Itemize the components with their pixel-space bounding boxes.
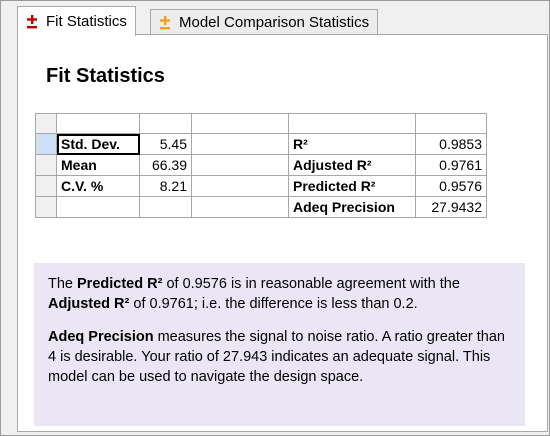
page-title: Fit Statistics [46,65,165,87]
stat-value-std-dev[interactable]: 5.45 [139,133,192,155]
table-row: C.V. % 8.21 Predicted R² 0.9576 [35,175,487,197]
stat-label-adjusted-r-squared[interactable]: Adjusted R² [288,154,416,176]
corner-cell[interactable] [35,113,57,134]
row-header[interactable] [35,175,57,197]
stat-value-predicted-r-squared[interactable]: 0.9576 [415,175,487,197]
stat-label-predicted-r-squared[interactable]: Predicted R² [288,175,416,197]
tab-model-comparison-statistics[interactable]: Model Comparison Statistics [150,9,379,35]
empty-cell[interactable] [191,175,289,197]
note-text: of 0.9576 is in reasonable agreement wit… [162,276,460,292]
note-text: The [48,276,78,292]
column-header[interactable] [288,113,416,134]
interpretation-note: The Predicted R² of 0.9576 is in reasona… [34,263,525,426]
empty-cell[interactable] [191,133,289,155]
fit-statistics-table[interactable]: Std. Dev. 5.45 R² 0.9853 Mean 66.39 Adju… [35,113,487,218]
row-header[interactable] [35,196,57,218]
stat-value-mean[interactable]: 66.39 [139,154,192,176]
column-header[interactable] [56,113,140,134]
empty-cell[interactable] [191,196,289,218]
empty-cell[interactable] [191,154,289,176]
row-header-selected[interactable] [35,133,57,155]
note-term-adjusted-r-squared: Adjusted R² [48,296,130,312]
row-header[interactable] [35,154,57,176]
note-term-predicted-r-squared: Predicted R² [77,276,163,292]
stat-value-adjusted-r-squared[interactable]: 0.9761 [415,154,487,176]
note-text: of 0.9761; i.e. the difference is less t… [129,296,418,312]
note-paragraph-adeq-precision: Adeq Precision measures the signal to no… [48,327,511,387]
stat-value-r-squared[interactable]: 0.9853 [415,133,487,155]
tab-label: Model Comparison Statistics [179,14,370,31]
tab-bar: Fit Statistics Model Comparison Statisti… [1,1,549,36]
tab-label: Fit Statistics [46,13,127,30]
stat-label-adeq-precision[interactable]: Adeq Precision [288,196,416,218]
table-row: Mean 66.39 Adjusted R² 0.9761 [35,154,487,176]
column-header[interactable] [415,113,487,134]
column-header[interactable] [191,113,289,134]
table-row: Std. Dev. 5.45 R² 0.9853 [35,133,487,155]
stat-label-cv-percent[interactable]: C.V. % [56,175,140,197]
empty-cell[interactable] [139,196,192,218]
fit-statistics-panel: Fit Statistics Std. Dev. 5.45 R² 0.9853 [17,34,548,432]
column-header[interactable] [139,113,192,134]
table-header-row [35,113,487,134]
note-paragraph-r-squared: The Predicted R² of 0.9576 is in reasona… [48,274,511,314]
stat-label-std-dev[interactable]: Std. Dev. [56,133,140,155]
note-term-adeq-precision: Adeq Precision [48,329,154,345]
stat-label-r-squared[interactable]: R² [288,133,416,155]
plus-minus-icon [27,14,37,28]
plus-minus-icon [160,15,170,29]
tab-fit-statistics[interactable]: Fit Statistics [17,6,136,36]
note-text: measures the signal to noise ratio. A ra… [48,329,505,385]
table-row: Adeq Precision 27.9432 [35,196,487,218]
stat-value-cv-percent[interactable]: 8.21 [139,175,192,197]
stat-label-mean[interactable]: Mean [56,154,140,176]
empty-cell[interactable] [56,196,140,218]
stat-value-adeq-precision[interactable]: 27.9432 [415,196,487,218]
